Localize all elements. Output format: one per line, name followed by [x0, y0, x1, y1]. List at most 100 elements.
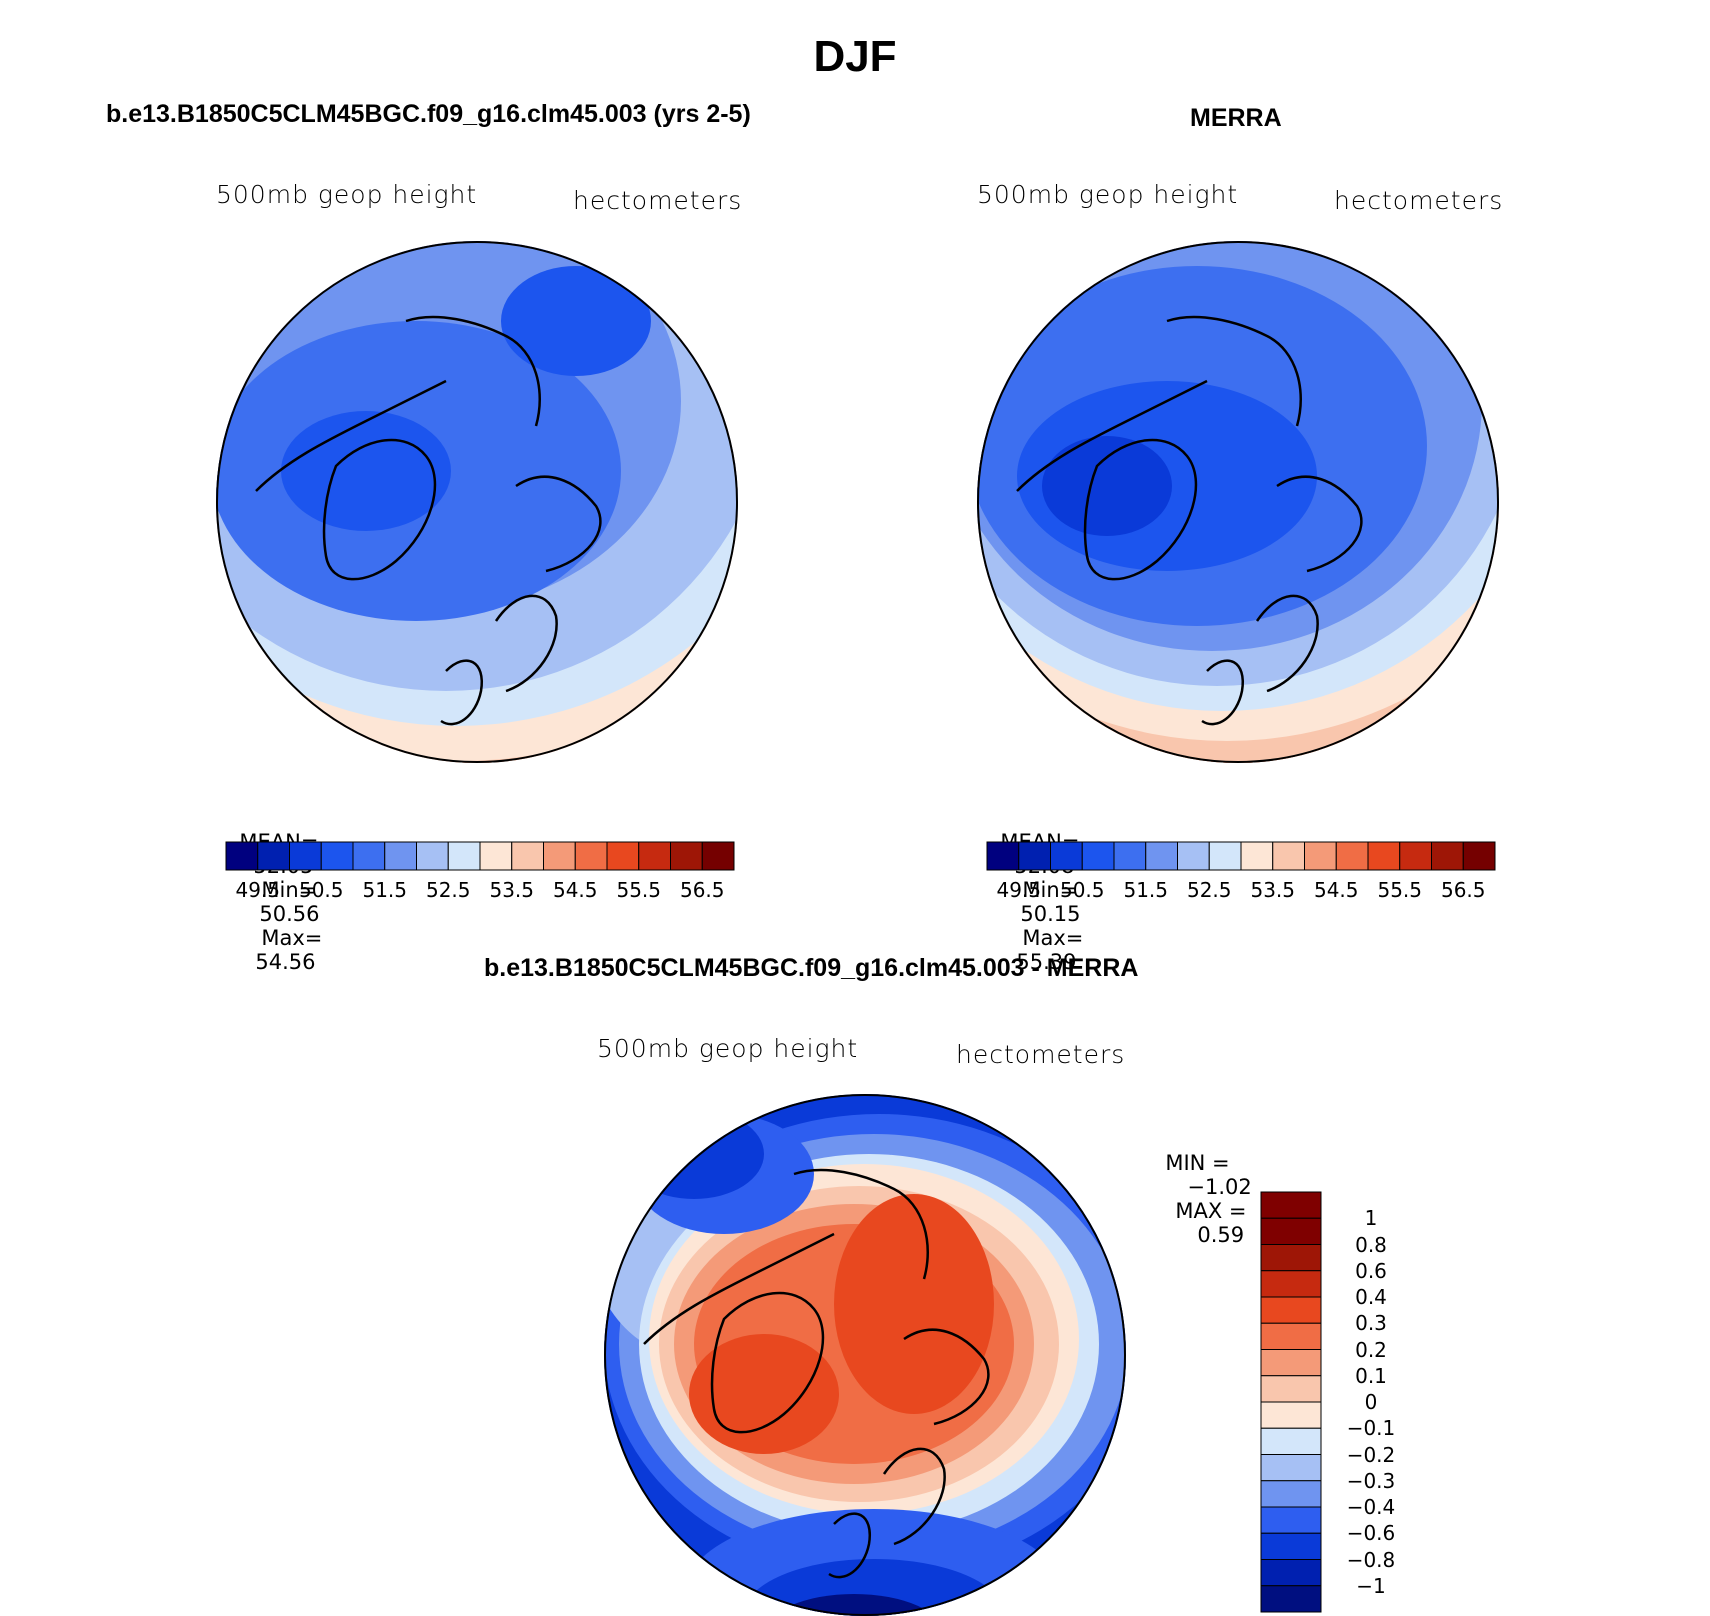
colorbar-swatch: [1272, 841, 1305, 871]
colorbar-swatch: [1113, 841, 1147, 871]
colorbar-swatch: [1260, 1559, 1322, 1587]
colorbar-tick-label: 54.5: [1313, 878, 1359, 902]
panel-1-max-value: 54.56: [255, 950, 316, 974]
colorbar-swatch: [1399, 841, 1432, 871]
panel-2-variable-label: 500mb geop height: [977, 180, 1239, 209]
panel-3-polar-map: [604, 1094, 1126, 1616]
panel-2-min-label: Min=: [1022, 878, 1078, 902]
colorbar-swatch: [320, 841, 354, 871]
panel-1-colorbar: [225, 841, 735, 871]
colorbar-tick-label: 50.5: [1059, 878, 1105, 902]
colorbar-swatch: [1260, 1454, 1322, 1482]
colorbar-swatch: [352, 841, 386, 871]
colorbar-tick-label: 0: [1364, 1390, 1378, 1414]
panel-2-colorbar-ticks: 49.5 50.5 51.5 52.5 53.5 54.5 55.5 56.5: [987, 878, 1495, 904]
colorbar-tick-label: 52.5: [1186, 878, 1232, 902]
colorbar-swatch: [701, 841, 735, 871]
colorbar-swatch: [638, 841, 671, 871]
colorbar-swatch: [1240, 841, 1274, 871]
colorbar-tick-label: 56.5: [679, 878, 725, 902]
colorbar-swatch: [1260, 1427, 1322, 1455]
colorbar-tick-label: 51.5: [362, 878, 408, 902]
colorbar-swatch: [1260, 1375, 1322, 1403]
panel-2-max-value: 55.39: [1016, 950, 1077, 974]
colorbar-tick-label: 1: [1364, 1206, 1378, 1231]
colorbar-swatch: [1018, 841, 1051, 871]
colorbar-swatch: [1431, 841, 1464, 871]
colorbar-tick-label: 55.5: [1377, 878, 1423, 902]
colorbar-tick-label: 0.8: [1355, 1232, 1387, 1257]
panel-3-colorbar: [1260, 1191, 1322, 1613]
colorbar-tick-label: −0.8: [1346, 1547, 1396, 1572]
panel-1-min-value: 50.56: [259, 902, 320, 926]
panel-1-min-label: Min=: [261, 878, 317, 902]
panel-1-units-label: hectometers: [573, 186, 743, 215]
colorbar-swatch: [1260, 1532, 1322, 1560]
colorbar-swatch: [511, 841, 544, 871]
colorbar-swatch: [1367, 841, 1401, 871]
panel-3-max-value: 0.59: [1197, 1223, 1245, 1247]
panel-2-title: MERRA: [1190, 104, 1282, 132]
colorbar-tick-label: −1: [1356, 1573, 1386, 1598]
colorbar-swatch: [1304, 841, 1337, 871]
colorbar-tick-label: 0.6: [1355, 1258, 1387, 1283]
panel-3-min-label: MIN =: [1165, 1151, 1230, 1175]
panel-1-polar-map: [216, 241, 738, 763]
colorbar-swatch: [1260, 1270, 1322, 1298]
colorbar-tick-label: 54.5: [552, 878, 598, 902]
panel-1-colorbar-ticks: 49.5 50.5 51.5 52.5 53.5 54.5 55.5 56.5: [226, 878, 734, 904]
colorbar-swatch: [1050, 841, 1083, 871]
colorbar-tick-label: −0.3: [1346, 1468, 1396, 1493]
colorbar-swatch: [606, 841, 640, 871]
colorbar-swatch: [670, 841, 703, 871]
colorbar-tick-label: 0.1: [1355, 1363, 1387, 1388]
panel-2-max-label: Max=: [1022, 926, 1084, 950]
colorbar-tick-label: 50.5: [298, 878, 344, 902]
colorbar-swatch: [257, 841, 290, 871]
colorbar-swatch: [1260, 1322, 1322, 1350]
colorbar-swatch: [986, 841, 1020, 871]
colorbar-swatch: [1145, 841, 1178, 871]
colorbar-tick-label: 49.5: [996, 878, 1042, 902]
colorbar-swatch: [1260, 1191, 1322, 1219]
panel-1-variable-label: 500mb geop height: [216, 180, 478, 209]
colorbar-swatch: [1462, 841, 1496, 871]
figure-title: DJF: [813, 32, 897, 81]
colorbar-swatch: [1208, 841, 1242, 871]
colorbar-swatch: [447, 841, 481, 871]
panel-2-polar-map: [977, 241, 1499, 763]
colorbar-swatch: [1177, 841, 1210, 871]
colorbar-tick-label: 0.2: [1355, 1337, 1387, 1362]
colorbar-swatch: [479, 841, 513, 871]
colorbar-swatch: [1260, 1349, 1322, 1377]
panel-3-max-label: MAX =: [1175, 1199, 1247, 1223]
colorbar-tick-label: −0.4: [1346, 1495, 1396, 1519]
colorbar-swatch: [1260, 1506, 1322, 1534]
colorbar-swatch: [1260, 1480, 1322, 1508]
colorbar-tick-label: −0.1: [1346, 1416, 1396, 1441]
panel-3-title: b.e13.B1850C5CLM45BGC.f09_g16.clm45.003 …: [484, 954, 1139, 982]
colorbar-swatch: [384, 841, 417, 871]
colorbar-swatch: [1260, 1585, 1322, 1613]
colorbar-tick-label: 0.3: [1355, 1311, 1387, 1336]
panel-3-variable-label: 500mb geop height: [597, 1034, 859, 1063]
colorbar-swatch: [1260, 1296, 1322, 1324]
colorbar-tick-label: 51.5: [1123, 878, 1169, 902]
panel-2-colorbar: [986, 841, 1496, 871]
colorbar-swatch: [543, 841, 576, 871]
colorbar-tick-label: 53.5: [489, 878, 535, 902]
colorbar-swatch: [289, 841, 322, 871]
colorbar-swatch: [574, 841, 608, 871]
panel-2-min-value: 50.15: [1020, 902, 1081, 926]
panel-3-colorbar-ticks: 1 0.8 0.6 0.4 0.3 0.2 0.1 0 −0.1 −0.2 −0.3 −0.4 −0.6…: [1331, 1192, 1411, 1612]
colorbar-swatch: [1260, 1217, 1322, 1245]
colorbar-swatch: [1081, 841, 1115, 871]
colorbar-swatch: [1260, 1244, 1322, 1272]
panel-1-title: b.e13.B1850C5CLM45BGC.f09_g16.clm45.003 …: [106, 100, 751, 128]
colorbar-tick-label: 0.4: [1355, 1285, 1387, 1309]
colorbar-tick-label: 49.5: [235, 878, 281, 902]
colorbar-tick-label: −0.6: [1346, 1521, 1396, 1546]
colorbar-tick-label: 55.5: [616, 878, 662, 902]
colorbar-swatch: [1335, 841, 1369, 871]
panel-2-units-label: hectometers: [1334, 186, 1504, 215]
